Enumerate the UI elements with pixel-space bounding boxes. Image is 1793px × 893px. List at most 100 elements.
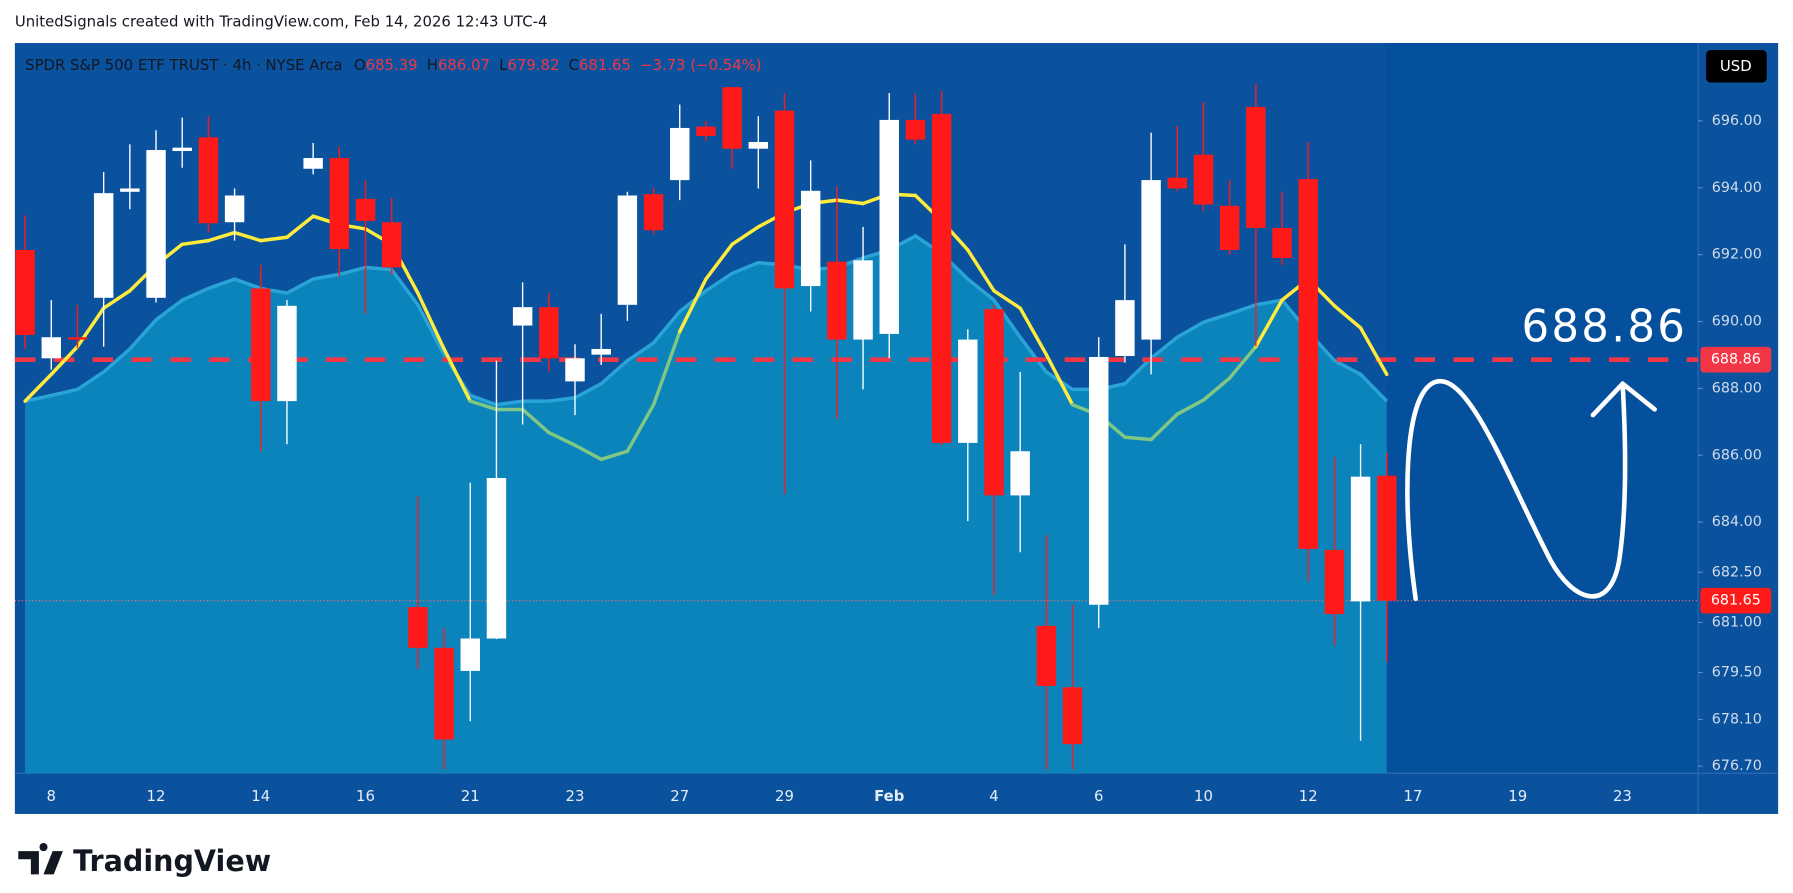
candle-body <box>381 222 402 268</box>
ma-line-segment <box>1358 326 1389 377</box>
ma-line-segment <box>1123 435 1153 442</box>
ma-line-segment <box>730 225 761 247</box>
candle-body <box>1193 154 1214 205</box>
candle-body <box>41 337 62 359</box>
candle-body <box>1324 549 1345 615</box>
x-tick-label: 6 <box>1094 787 1103 805</box>
ma-line-segment <box>1044 352 1075 407</box>
ma-line-segment <box>625 403 656 454</box>
ma-line-segment <box>232 230 263 243</box>
x-tick-label: 8 <box>47 787 56 805</box>
ohlc-label: C <box>569 56 579 74</box>
candle-body <box>15 249 35 335</box>
y-tick-label: 694.00 <box>1712 180 1762 196</box>
ma-line-segment <box>101 289 132 310</box>
candle-body <box>120 188 140 192</box>
x-tick-label: 27 <box>670 787 689 805</box>
ma-line-segment <box>180 238 211 247</box>
level-annotation: 688.86 <box>1521 301 1687 352</box>
candle-body <box>591 348 611 355</box>
candle-body <box>198 137 219 224</box>
ma-line-segment <box>704 242 734 281</box>
y-tick-label: 676.70 <box>1712 758 1762 774</box>
x-tick-label: 19 <box>1508 787 1527 805</box>
legend-header: SPDR S&P 500 ETF TRUST · 4h · NYSE Arca O… <box>25 56 761 74</box>
arrow-head <box>1590 381 1657 418</box>
ma-line-segment <box>206 230 237 243</box>
candle-body <box>643 194 664 231</box>
ma-line-segment <box>416 291 446 351</box>
x-tick-label: 10 <box>1194 787 1213 805</box>
y-tick-label: 686.00 <box>1712 447 1762 463</box>
drawn-path-arrow <box>1405 379 1628 602</box>
last-price-tag <box>1700 587 1772 614</box>
ohlc-label: H <box>427 56 438 74</box>
candle-body <box>93 193 114 298</box>
candle-body <box>277 305 297 402</box>
candle-body <box>355 198 376 221</box>
last-price-label: 681.65 <box>1711 593 1761 609</box>
candle-body <box>696 126 716 136</box>
y-tick-label: 679.50 <box>1712 665 1762 681</box>
y-tick-label: 696.00 <box>1712 113 1762 129</box>
y-tick-label: 692.00 <box>1712 247 1762 263</box>
ohlc-label: O <box>354 56 366 74</box>
brand-name: TradingView <box>73 844 271 878</box>
candle-body <box>931 113 952 443</box>
ma-line-segment <box>573 443 603 462</box>
ma-line-segment <box>992 289 1022 310</box>
ma-line-segment <box>468 399 499 412</box>
x-tick-label: 23 <box>1613 787 1632 805</box>
change: −3.73 (−0.54%) <box>640 56 762 74</box>
ma-line-segment <box>1018 306 1049 357</box>
candle-body <box>251 288 271 402</box>
ma-line-segment <box>966 248 996 293</box>
caption: UnitedSignals created with TradingView.c… <box>15 13 548 31</box>
candle-body <box>905 119 926 140</box>
candle-body <box>67 337 88 340</box>
candle-body <box>800 190 821 287</box>
currency-badge <box>1706 49 1767 83</box>
ma-line-segment <box>651 329 682 407</box>
candle-body <box>984 309 1004 496</box>
ma-line-segment <box>49 344 80 377</box>
x-tick-label: 16 <box>356 787 375 805</box>
candle-body <box>1089 356 1109 605</box>
x-tick-label: 12 <box>1299 787 1318 805</box>
candle-body <box>460 638 480 671</box>
ma-line-segment <box>442 347 472 403</box>
candle-body <box>486 478 507 639</box>
candle-body <box>879 119 899 334</box>
x-tick-label: 14 <box>251 787 270 805</box>
y-tick-label: 688.00 <box>1712 380 1762 396</box>
x-tick-label: 17 <box>1404 787 1423 805</box>
candle-body <box>774 110 795 289</box>
x-tick-label: Feb <box>874 787 905 805</box>
candle-body <box>670 127 690 181</box>
symbol-title: SPDR S&P 500 ETF TRUST · 4h · NYSE Arca <box>25 56 342 74</box>
x-tick-label: 29 <box>775 787 794 805</box>
ma-line-segment <box>1175 398 1206 416</box>
candle-body <box>1246 106 1266 228</box>
candle-body <box>146 150 166 298</box>
candle-body <box>1219 205 1240 250</box>
y-tick-label: 690.00 <box>1712 313 1762 329</box>
ma-line-segment <box>23 372 54 403</box>
candle-body <box>1062 687 1083 745</box>
candle-body <box>1036 625 1057 686</box>
ma-line-segment <box>520 407 551 435</box>
candle-body <box>224 195 245 223</box>
y-tick-label: 684.00 <box>1712 514 1762 530</box>
candle-body <box>565 358 585 382</box>
ma-line-segment <box>835 198 865 206</box>
x-tick-label: 12 <box>147 787 166 805</box>
ma-line-segment <box>678 277 708 334</box>
candle-body <box>434 647 454 740</box>
candle-body <box>748 141 769 149</box>
candle-body <box>827 261 847 340</box>
ma-line-segment <box>1227 344 1258 380</box>
candle-body <box>1298 179 1318 549</box>
future-zone <box>1385 43 1699 774</box>
ma-line-segment <box>1149 412 1180 442</box>
